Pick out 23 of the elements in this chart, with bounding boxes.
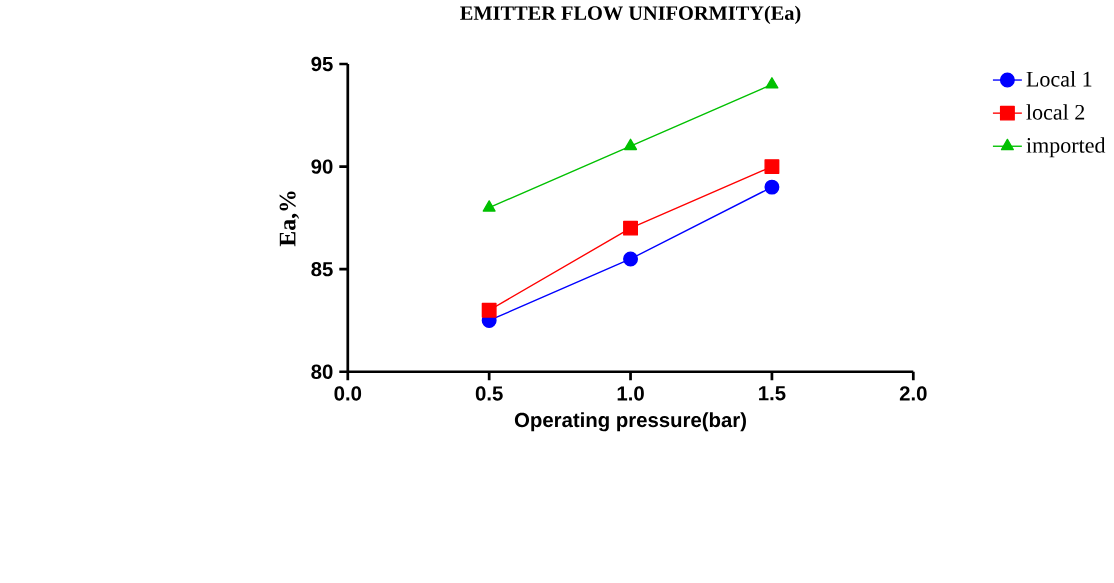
y-tick-label: 85: [311, 261, 333, 277]
legend-label: local 2: [1026, 104, 1085, 120]
point: [482, 200, 496, 212]
point: [623, 138, 638, 151]
legend-label: imported: [1026, 137, 1106, 158]
x-tick-label: 2.0: [899, 386, 927, 401]
y-tick-label: 80: [311, 364, 333, 379]
point: [765, 77, 779, 89]
chart-title: EMITTER FLOW UNIFORMITY(Ea): [460, 5, 801, 25]
point: [764, 159, 780, 175]
x-tick-label: 0.0: [334, 386, 362, 401]
y-tick-label: 95: [311, 56, 333, 72]
x-tick-label: 0.5: [475, 386, 503, 401]
y-axis-title: Ea,%: [279, 191, 300, 247]
x-tick-label: 1.0: [617, 386, 644, 401]
point: [764, 179, 780, 195]
point: [623, 220, 639, 236]
x-axis-title: Operating pressure(bar): [514, 412, 746, 432]
y-tick-label: 90: [311, 159, 333, 174]
legend-label: Local 1: [1026, 71, 1092, 87]
point: [623, 251, 639, 267]
x-tick-label: 1.5: [759, 386, 786, 401]
point: [481, 302, 497, 318]
